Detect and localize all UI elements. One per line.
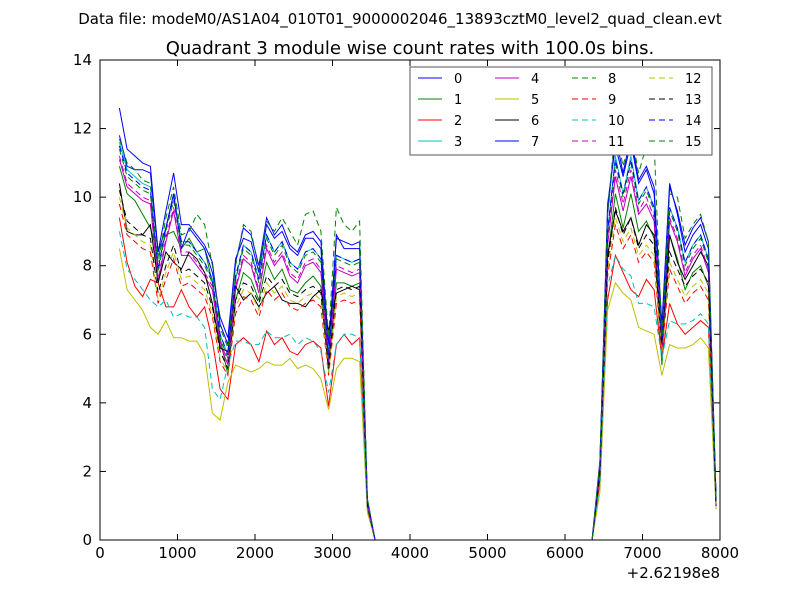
x-tick-label: 4000 [391,544,429,562]
x-tick-label: 5000 [468,544,506,562]
series-line-5 [118,248,717,540]
chart-title: Quadrant 3 module wise count rates with … [166,38,655,59]
legend-label-5: 5 [531,93,539,108]
series-line-13 [118,190,717,540]
series-line-10 [118,231,717,540]
series-line-2 [118,217,717,540]
y-tick-label: 6 [82,325,92,343]
series-line-1 [118,166,717,540]
y-tick-label: 0 [82,531,92,549]
x-tick-label: 7000 [623,544,661,562]
legend-label-14: 14 [685,114,702,129]
legend-label-8: 8 [608,72,616,87]
legend-label-9: 9 [608,93,616,108]
legend-box [409,66,713,156]
series-line-9 [118,203,717,540]
y-tick-label: 10 [73,188,92,206]
legend-label-15: 15 [685,135,702,150]
series-line-12 [118,196,717,540]
series-layer [118,107,717,540]
x-offset-label: +2.62198e8 [627,564,720,582]
legend-label-4: 4 [531,72,539,87]
y-tick-label: 12 [73,120,92,138]
legend-label-12: 12 [685,72,702,87]
x-tick-label: 8000 [701,544,739,562]
legend-label-3: 3 [454,135,462,150]
legend-label-6: 6 [531,114,539,129]
series-line-14 [118,145,717,540]
series-line-0 [118,107,717,540]
plot-frame [99,59,721,541]
y-tick-labels: 0 2 4 6 8 10 12 14 [73,51,92,549]
data-file-suptitle: Data file: modeM0/AS1A04_010T01_90000020… [78,10,722,29]
x-tick-label: 6000 [546,544,584,562]
x-tick-labels: 0 1000 2000 3000 4000 5000 6000 7000 8000 [95,544,739,562]
y-tick-label: 2 [82,462,92,480]
legend-label-2: 2 [454,114,462,129]
x-tick-label: 3000 [313,544,351,562]
series-line-15 [118,128,717,540]
series-line-8 [118,148,717,540]
series-line-11 [118,155,717,540]
x-tick-label: 0 [95,544,105,562]
series-line-6 [118,183,717,540]
legend-label-13: 13 [685,93,702,108]
legend-label-1: 1 [454,93,462,108]
x-tick-label: 1000 [158,544,196,562]
legend-label-11: 11 [608,135,625,150]
y-tick-label: 8 [82,257,92,275]
series-line-7 [118,135,717,540]
legend-label-0: 0 [454,72,462,87]
series-line-4 [118,159,717,540]
y-tick-label: 4 [82,394,92,412]
series-line-3 [118,142,717,540]
x-tick-label: 2000 [236,544,274,562]
y-tick-label: 14 [73,51,92,69]
legend-label-10: 10 [608,114,625,129]
legend-label-7: 7 [531,135,539,150]
